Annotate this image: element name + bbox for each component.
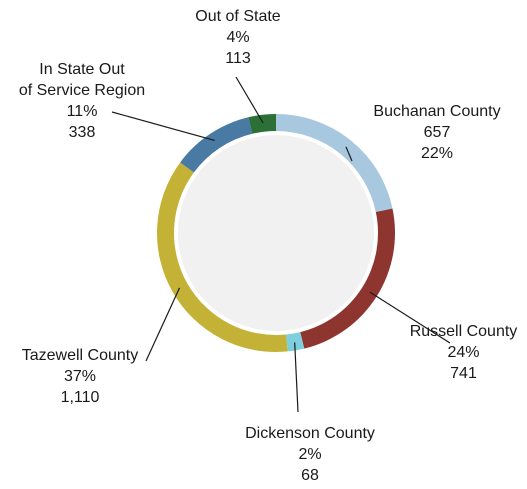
leader-line-buchanan-county	[345, 146, 353, 162]
label-russell-county: Russell County 24% 741	[409, 323, 518, 382]
donut-center-fill	[178, 135, 374, 331]
slice-dickenson-county	[286, 332, 305, 352]
donut-slices	[157, 114, 395, 352]
label-tazewell-county: Tazewell County 37% 1,110	[21, 347, 139, 406]
label-buchanan-county: Buchanan County 657 22%	[373, 103, 501, 162]
leader-line-dickenson-county	[294, 342, 299, 413]
leader-line-in-state-out-of-service-region	[111, 111, 215, 142]
label-in-state-line1: In State Out	[39, 61, 125, 78]
leader-lines	[111, 76, 451, 413]
leader-line-russell-county	[369, 291, 451, 344]
label-in-state-out-of-service-region: In State Out of Service Region 11% 338	[0, 59, 164, 143]
slice-buchanan-county	[276, 114, 393, 213]
label-in-state-line2: of Service Region	[18, 82, 146, 99]
slice-in-state-out-of-service-region	[180, 117, 253, 173]
leader-line-tazewell-county	[145, 287, 181, 362]
leader-line-out-of-state	[235, 76, 264, 124]
label-out-of-state: Out of State 4% 113	[195, 8, 281, 67]
slice-russell-county	[300, 208, 395, 349]
slice-tazewell-county	[157, 162, 288, 352]
slice-out-of-state	[248, 114, 276, 134]
label-dickenson-county: Dickenson County 2% 68	[245, 425, 375, 484]
